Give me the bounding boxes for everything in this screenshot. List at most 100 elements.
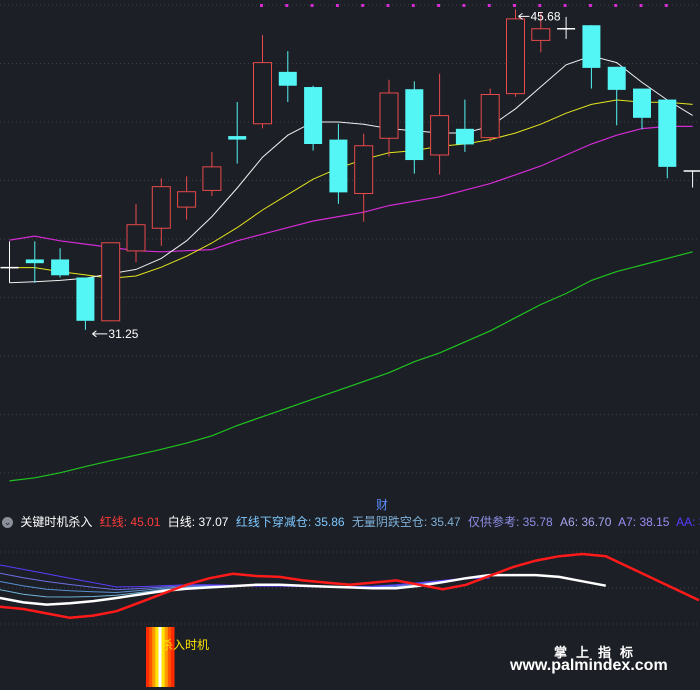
candlestick-chart: 45.68 31.25	[0, 4, 700, 482]
candle	[531, 12, 551, 53]
indicator-red-line	[0, 552, 700, 620]
candle-body	[633, 88, 651, 118]
yin-label: 无量阴跌空仓:	[351, 515, 428, 529]
candle-body	[151, 186, 171, 229]
candle-body	[405, 89, 424, 161]
top-dot	[588, 4, 592, 7]
candle	[379, 79, 399, 157]
top-dot	[386, 4, 390, 7]
aa-value: 39	[699, 515, 700, 529]
candle	[607, 66, 626, 126]
signal-stripe	[152, 627, 156, 687]
candle	[76, 277, 95, 330]
candle	[430, 73, 450, 175]
top-dot	[437, 4, 441, 7]
signal-stripe	[164, 627, 169, 687]
candle	[480, 88, 500, 142]
candle-body	[354, 145, 374, 194]
candle	[455, 99, 474, 152]
grid	[0, 4, 700, 474]
candle-body	[278, 71, 297, 86]
top-dot	[361, 4, 365, 7]
candle-body	[455, 128, 474, 145]
candle	[126, 203, 146, 263]
candle-body	[430, 115, 450, 156]
indicator-white-line	[0, 573, 607, 606]
indicator-fan-line	[0, 574, 490, 606]
red-line-label: 红线:	[99, 515, 128, 529]
signal-stripe	[146, 627, 150, 687]
cross-value: 35.86	[314, 515, 345, 529]
candle-body	[607, 66, 626, 90]
top-dot	[462, 4, 466, 7]
candle	[506, 9, 525, 97]
ref-label: 仅供参考:	[467, 515, 520, 529]
candle-body	[126, 224, 146, 252]
yin-value: 35.47	[430, 515, 461, 529]
indicator-name[interactable]: 关键时机杀入	[20, 515, 93, 529]
candle-body	[101, 242, 121, 322]
candles	[0, 9, 700, 330]
a6-label: A6:	[560, 515, 579, 529]
candle	[177, 176, 197, 220]
candle	[633, 88, 651, 130]
ref-value: 35.78	[522, 515, 553, 529]
candle-body	[76, 277, 95, 321]
candle-body	[228, 136, 247, 140]
top-dot	[487, 4, 491, 7]
red-line-value: 45.01	[130, 515, 161, 529]
top-dot	[335, 4, 339, 7]
top-dot	[639, 4, 643, 7]
indicator-header: ⌄ 关键时机杀入 红线: 45.01 白线: 37.07 红线下穿减仓: 35.…	[0, 512, 700, 532]
white-line-label: 白线:	[167, 515, 196, 529]
top-dot	[563, 4, 567, 7]
candle	[354, 133, 374, 222]
candle	[683, 170, 700, 188]
cai-label: 财	[376, 498, 389, 512]
candle	[202, 151, 222, 197]
candle-body	[582, 25, 601, 68]
low-marker-arrow	[92, 330, 108, 338]
signal-stripe	[161, 627, 166, 687]
low-marker-label: 31.25	[108, 327, 138, 341]
signal-stripe	[149, 627, 153, 687]
candle	[25, 241, 44, 283]
ma-yellow-line	[9, 99, 693, 279]
top-dot	[285, 4, 289, 7]
a7-label: A7:	[618, 515, 637, 529]
candle	[151, 178, 171, 246]
a7-value: 38.15	[639, 515, 670, 529]
candle	[405, 81, 424, 174]
ma-green-line	[9, 251, 693, 482]
indicator-chart: 杀入时机	[0, 551, 700, 687]
candle-body	[202, 166, 222, 191]
candle-body	[253, 62, 272, 125]
candle-body	[329, 139, 348, 193]
candle-body	[506, 18, 525, 95]
signal-stripe	[158, 627, 163, 687]
candle-body	[177, 191, 197, 208]
candle	[228, 101, 247, 164]
top-dot	[411, 4, 415, 7]
candle-body	[480, 94, 500, 139]
top-dot	[310, 4, 314, 7]
chevron-down-icon[interactable]: ⌄	[2, 517, 13, 529]
top-dot	[614, 4, 618, 7]
cross-label: 红线下穿减仓:	[235, 515, 312, 529]
watermark-url: www.palmindex.com	[510, 657, 668, 674]
high-marker-label: 45.68	[531, 9, 561, 23]
candle	[0, 241, 19, 283]
signal-bar	[146, 627, 175, 687]
top-dot	[538, 4, 542, 7]
candle	[304, 85, 323, 151]
candle	[329, 123, 348, 204]
candle-body	[51, 259, 70, 276]
candle-body	[658, 99, 677, 167]
candle	[557, 16, 576, 39]
top-dot	[513, 4, 516, 7]
ma-magenta-line	[9, 125, 693, 253]
candle	[582, 25, 601, 89]
signal-stripe	[167, 627, 172, 687]
candle-body	[25, 259, 44, 264]
a6-value: 36.70	[581, 515, 612, 529]
